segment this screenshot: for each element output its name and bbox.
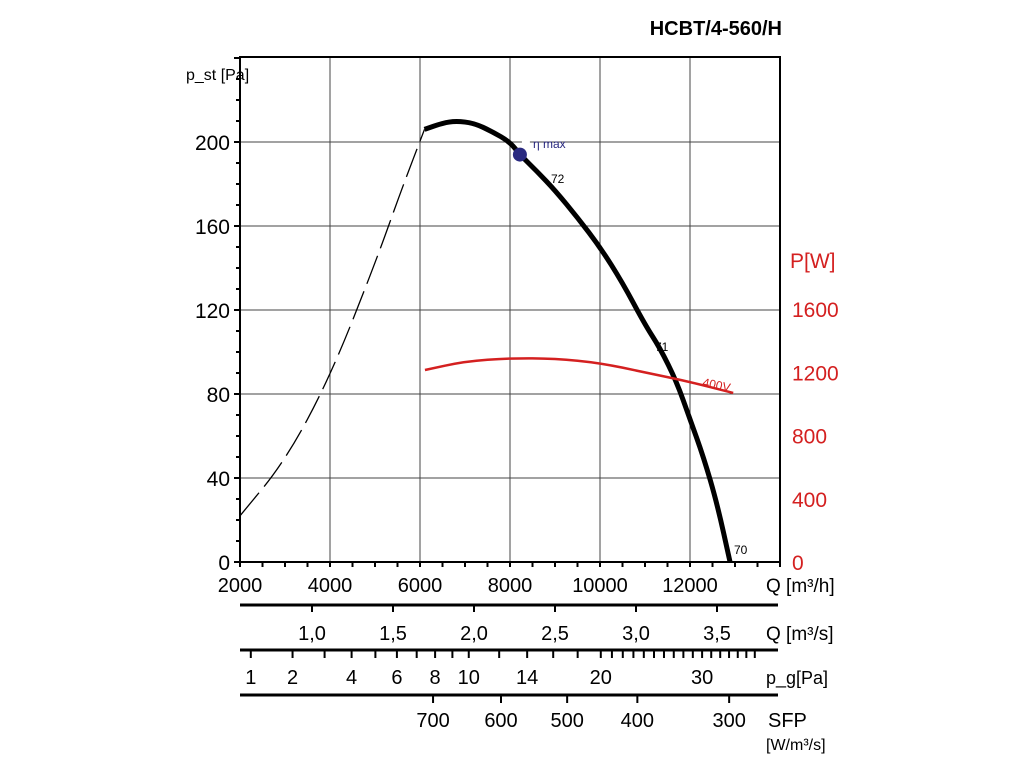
pg-tick-label: 6 <box>391 667 402 689</box>
y-tick-label: 40 <box>207 468 230 491</box>
x-tick-label: 12000 <box>662 575 718 597</box>
pg-tick-label: 14 <box>516 667 538 689</box>
sfp-tick-label: 500 <box>550 710 583 732</box>
x-tick-label: 6000 <box>398 575 443 597</box>
voltage-label-400v: 400V <box>701 375 731 395</box>
pg-tick-label: 30 <box>691 667 713 689</box>
y-tick-label: 160 <box>195 216 230 239</box>
y2-tick-label: 1600 <box>792 299 839 322</box>
pg-tick-label: 2 <box>287 667 298 689</box>
pg-axis-label: p_g[Pa] <box>766 668 828 689</box>
pg-tick-label: 8 <box>430 667 441 689</box>
m3s-tick-label: 1,0 <box>298 623 326 645</box>
y-axis-label: p_st [Pa] <box>186 67 249 84</box>
series-400v <box>424 357 734 395</box>
pg-tick-label: 10 <box>458 667 480 689</box>
eta-max-marker <box>512 147 527 162</box>
x-tick-label: 4000 <box>308 575 353 597</box>
y2-tick-label: 1200 <box>792 362 839 385</box>
y-tick-label: 200 <box>195 132 230 155</box>
x-tick-label: 2000 <box>218 575 263 597</box>
sfp-axis-unit: [W/m³/s] <box>766 737 826 754</box>
pg-tick-label: 20 <box>590 667 612 689</box>
m3s-tick-label: 1,5 <box>379 623 407 645</box>
m3s-tick-label: 2,5 <box>541 623 569 645</box>
eta-max-label: η max <box>533 137 566 151</box>
m3s-tick-label: 3,5 <box>703 623 731 645</box>
m3s-tick-label: 3,0 <box>622 623 650 645</box>
y2-tick-label: 0 <box>792 552 804 575</box>
efficiency-label-72: 72 <box>551 172 565 186</box>
sfp-tick-label: 400 <box>621 710 654 732</box>
x-tick-label: 8000 <box>488 575 533 597</box>
sfp-tick-label: 300 <box>712 710 745 732</box>
efficiency-label-71: 71 <box>655 340 669 354</box>
sfp-tick-label: 600 <box>484 710 517 732</box>
pg-tick-label: 1 <box>245 667 256 689</box>
y2-tick-label: 800 <box>792 426 827 449</box>
y-tick-label: 0 <box>218 552 230 575</box>
y2-tick-label: 400 <box>792 489 827 512</box>
pg-tick-label: 4 <box>346 667 357 689</box>
y2-axis-label: P[W] <box>790 250 836 273</box>
y-tick-label: 120 <box>195 300 230 323</box>
y-tick-label: 80 <box>207 384 230 407</box>
x-tick-label: 10000 <box>572 575 628 597</box>
m3s-tick-label: 2,0 <box>460 623 488 645</box>
efficiency-label-70: 70 <box>734 543 748 557</box>
x-axis-label: Q [m³/h] <box>766 576 835 597</box>
sfp-tick-label: 700 <box>416 710 449 732</box>
series-p_st-unstable <box>239 129 426 517</box>
m3s-axis-label: Q [m³/s] <box>766 624 834 645</box>
chart-title: HCBT/4-560/H <box>650 18 782 40</box>
sfp-axis-label: SFP <box>768 710 807 732</box>
series-p_st <box>423 119 733 563</box>
